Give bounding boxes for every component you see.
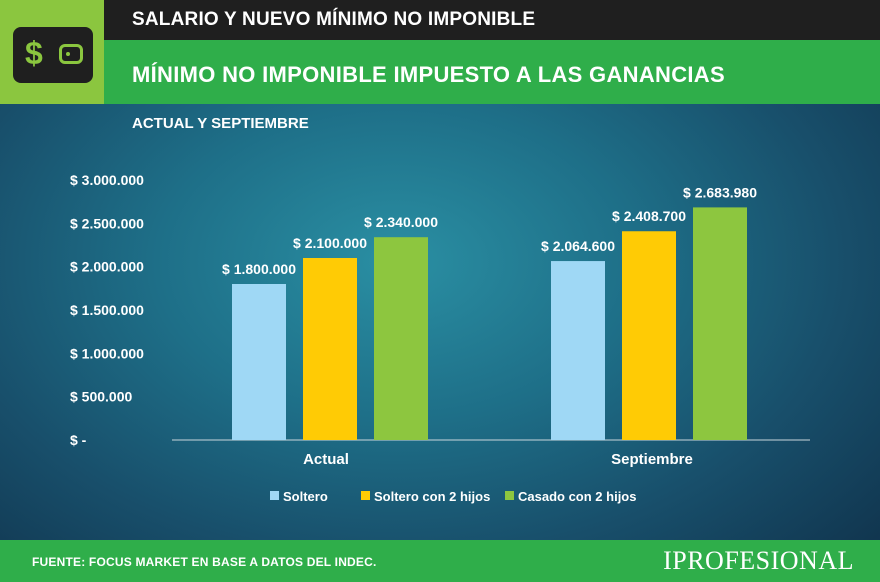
legend-label: Soltero [283, 489, 328, 504]
y-tick-label: $ 1.000.000 [70, 345, 144, 361]
bar [232, 284, 286, 440]
y-tick-label: $ 500.000 [70, 389, 132, 405]
x-tick-label: Septiembre [611, 451, 693, 468]
data-label: $ 2.340.000 [364, 214, 438, 230]
dollar-icon: $ [25, 35, 43, 71]
wallet-clasp-icon [59, 44, 83, 64]
title-strip [0, 40, 880, 104]
chart-subtitle: ACTUAL Y SEPTIEMBRE [132, 115, 309, 132]
y-tick-label: $ 3.000.000 [70, 172, 144, 188]
bar [374, 237, 428, 440]
bar [622, 231, 676, 440]
data-label: $ 2.408.700 [612, 208, 686, 224]
legend-label: Casado con 2 hijos [518, 489, 636, 504]
x-tick-label: Actual [303, 451, 349, 468]
legend-label: Soltero con 2 hijos [374, 489, 490, 504]
legend-swatch [361, 491, 370, 500]
header-strip [0, 0, 880, 40]
data-label: $ 2.064.600 [541, 238, 615, 254]
bar-chart: $ - $ 500.000 $ 1.000.000 $ 1.500.000 $ 2.00… [70, 172, 810, 504]
bar [693, 207, 747, 440]
y-tick-label: $ - [70, 432, 87, 448]
bar [551, 261, 605, 440]
data-label: $ 2.683.980 [683, 184, 757, 200]
legend-swatch [505, 491, 514, 500]
data-label: $ 2.100.000 [293, 235, 367, 251]
legend-swatch [270, 491, 279, 500]
footer-bar: FUENTE: FOCUS MARKET EN BASE A DATOS DEL… [0, 540, 880, 582]
header-title: SALARIO Y NUEVO MÍNIMO NO IMPONIBLE [132, 9, 536, 30]
chart-title: MÍNIMO NO IMPONIBLE IMPUESTO A LAS GANAN… [132, 62, 725, 87]
header-bar: $ SALARIO Y NUEVO MÍNIMO NO IMPONIBLE MÍ… [0, 0, 880, 104]
wallet-icon-box: $ [0, 0, 104, 104]
wallet-icon: $ [13, 27, 93, 83]
y-tick-label: $ 2.500.000 [70, 215, 144, 231]
y-tick-label: $ 1.500.000 [70, 302, 144, 318]
y-tick-label: $ 2.000.000 [70, 259, 144, 275]
brand-logo: IPROFESIONAL [663, 546, 854, 575]
bar [303, 258, 357, 440]
data-label: $ 1.800.000 [222, 261, 296, 277]
source-note: FUENTE: FOCUS MARKET EN BASE A DATOS DEL… [32, 555, 377, 569]
